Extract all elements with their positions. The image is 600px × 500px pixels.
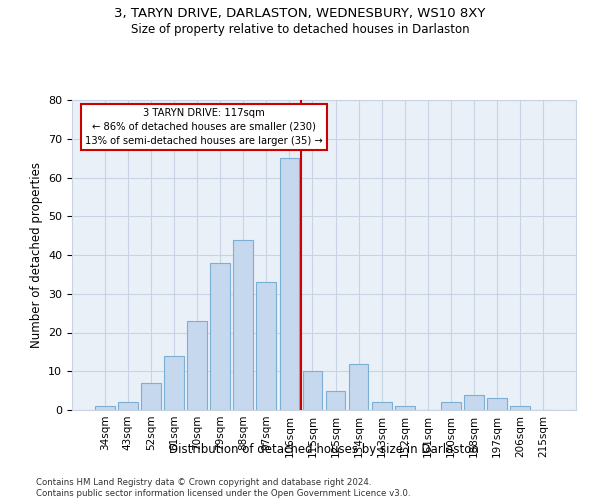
Bar	[487, 398, 507, 410]
Bar	[349, 364, 368, 410]
Bar	[164, 356, 184, 410]
Bar	[280, 158, 299, 410]
Text: 3 TARYN DRIVE: 117sqm
← 86% of detached houses are smaller (230)
13% of semi-det: 3 TARYN DRIVE: 117sqm ← 86% of detached …	[85, 108, 323, 146]
Bar	[511, 406, 530, 410]
Text: Distribution of detached houses by size in Darlaston: Distribution of detached houses by size …	[169, 442, 479, 456]
Text: Contains HM Land Registry data © Crown copyright and database right 2024.
Contai: Contains HM Land Registry data © Crown c…	[36, 478, 410, 498]
Bar	[211, 263, 230, 410]
Y-axis label: Number of detached properties: Number of detached properties	[29, 162, 43, 348]
Bar	[441, 402, 461, 410]
Bar	[233, 240, 253, 410]
Bar	[95, 406, 115, 410]
Bar	[464, 394, 484, 410]
Bar	[302, 371, 322, 410]
Bar	[187, 321, 207, 410]
Bar	[395, 406, 415, 410]
Bar	[141, 383, 161, 410]
Bar	[326, 390, 346, 410]
Text: Size of property relative to detached houses in Darlaston: Size of property relative to detached ho…	[131, 22, 469, 36]
Bar	[256, 282, 276, 410]
Bar	[372, 402, 392, 410]
Text: 3, TARYN DRIVE, DARLASTON, WEDNESBURY, WS10 8XY: 3, TARYN DRIVE, DARLASTON, WEDNESBURY, W…	[115, 8, 485, 20]
Bar	[118, 402, 137, 410]
